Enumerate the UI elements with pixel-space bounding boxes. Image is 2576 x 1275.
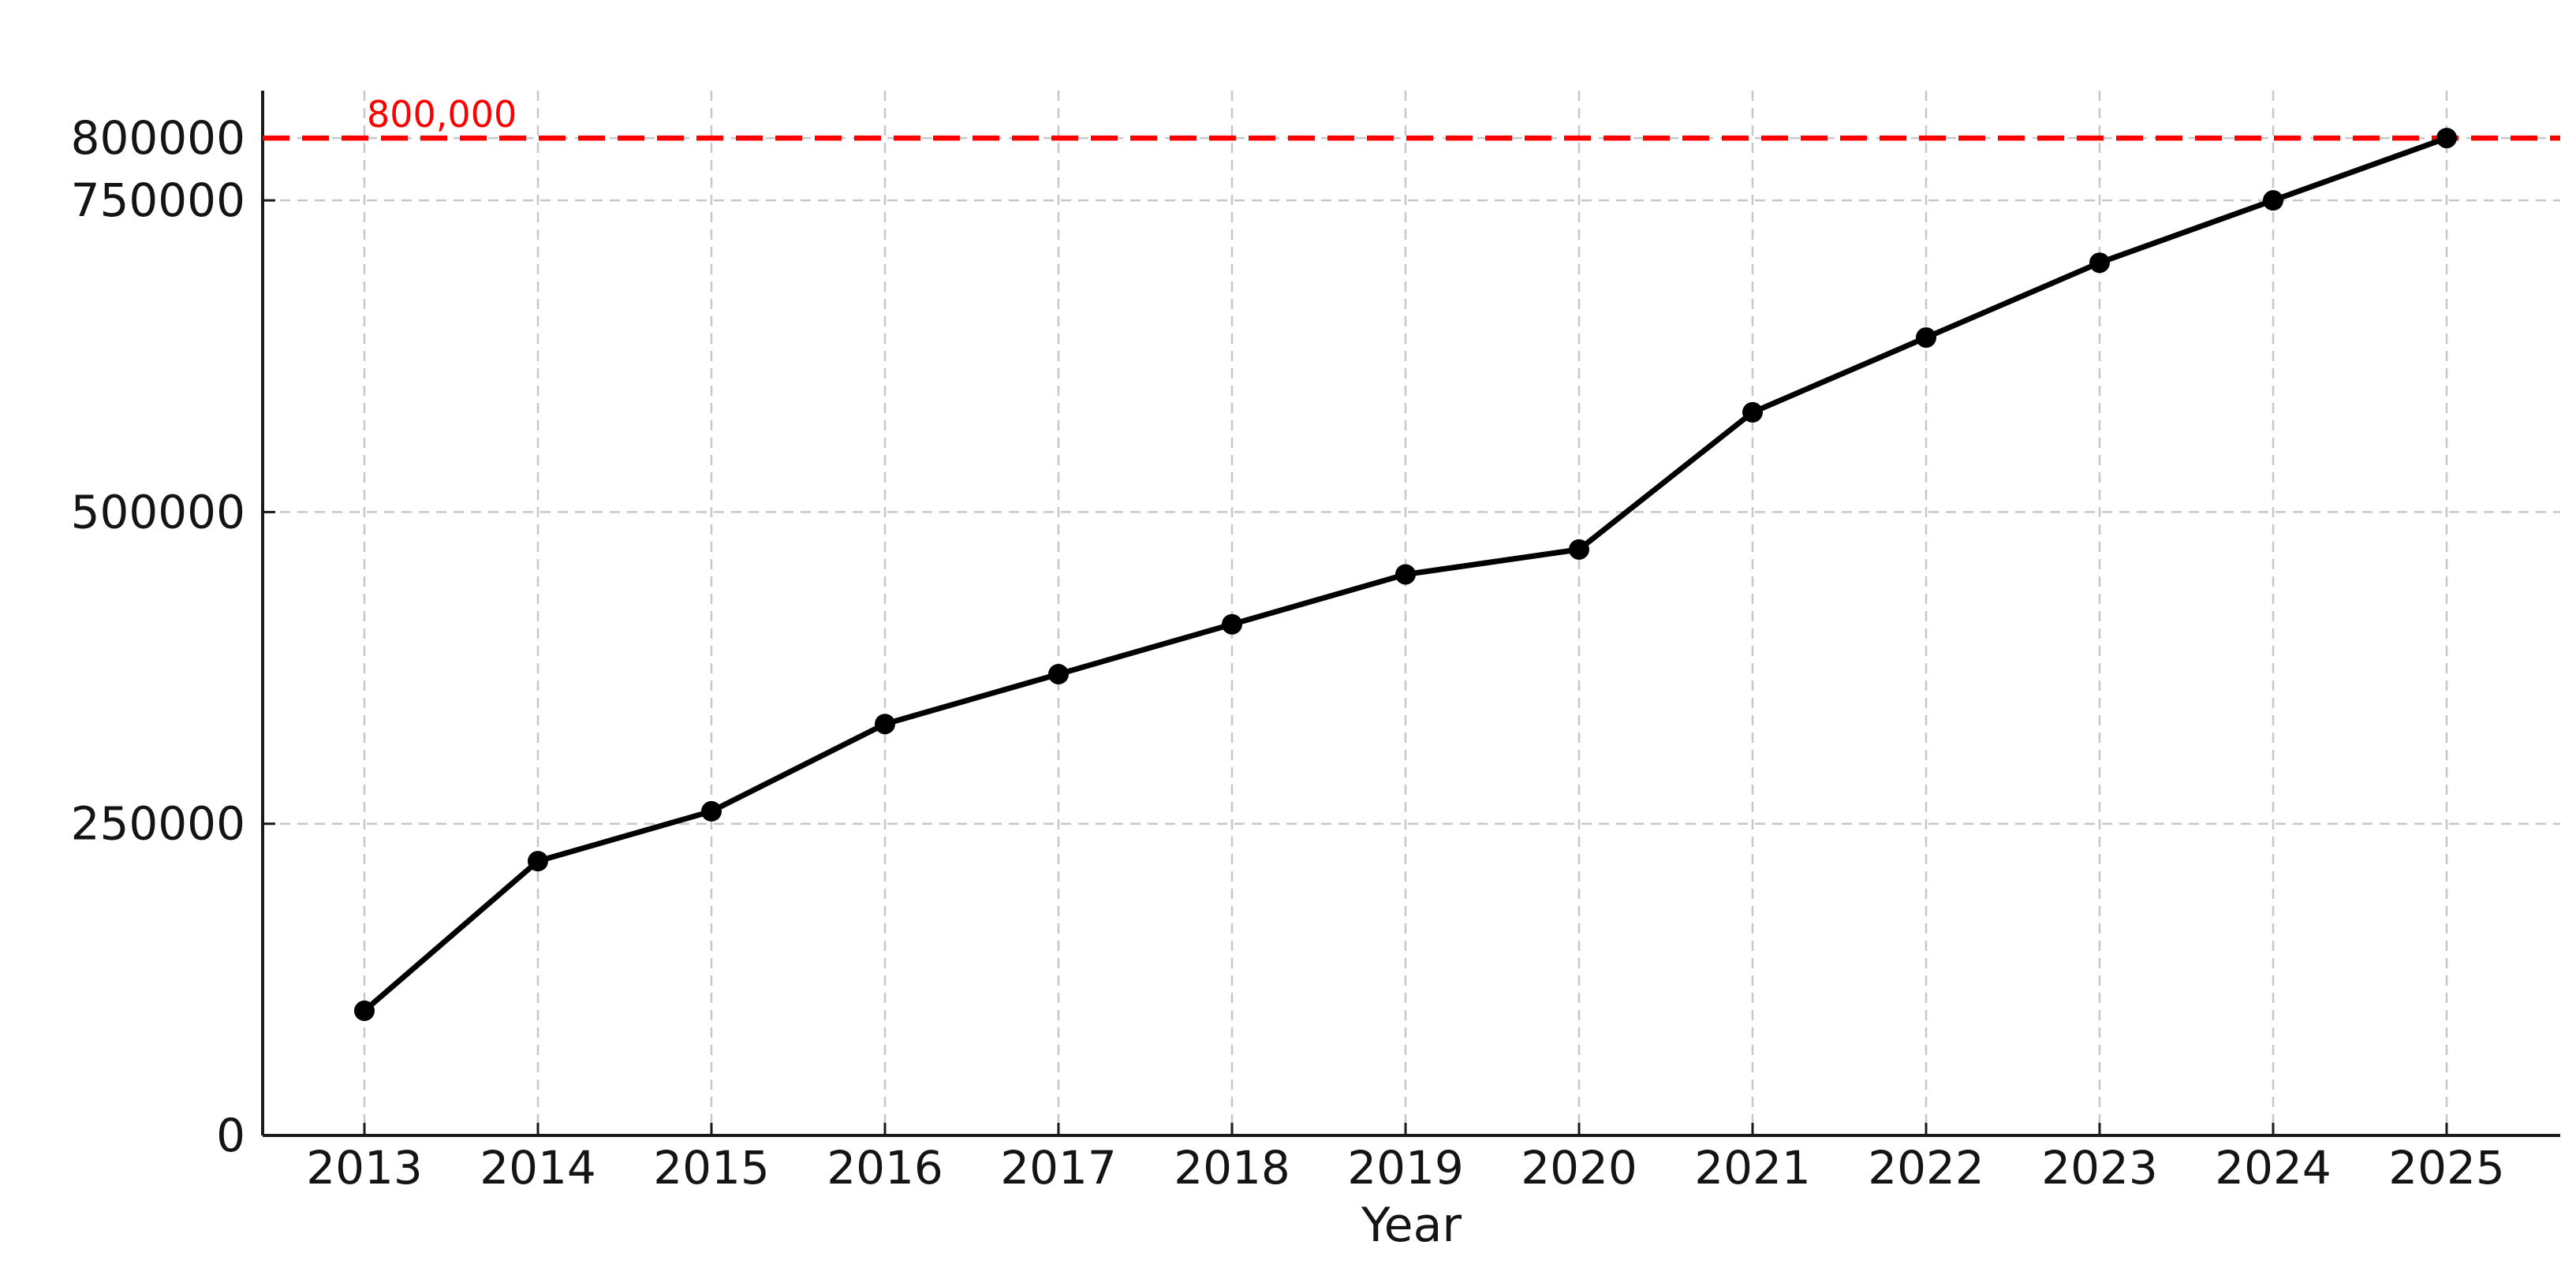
x-tick-label-2014: 2014 — [480, 1141, 596, 1195]
data-point-2021 — [1742, 401, 1763, 423]
y-tick-label-0: 0 — [216, 1109, 245, 1162]
x-tick-label-2018: 2018 — [1174, 1141, 1290, 1195]
x-tick-label-2019: 2019 — [1347, 1141, 1464, 1195]
data-point-2024 — [2263, 190, 2283, 211]
x-tick-label-2023: 2023 — [2041, 1141, 2158, 1195]
x-tick-label-2017: 2017 — [1000, 1141, 1117, 1195]
data-point-2020 — [1569, 539, 1589, 560]
x-tick-label-2013: 2013 — [306, 1141, 423, 1195]
x-axis-label: Year — [1361, 1198, 1462, 1253]
data-point-2025 — [2436, 128, 2457, 149]
data-point-2016 — [875, 714, 895, 735]
data-point-2015 — [701, 800, 722, 822]
data-point-2023 — [2089, 252, 2110, 274]
data-point-2019 — [1395, 564, 1416, 585]
x-tick-label-2015: 2015 — [653, 1141, 770, 1195]
y-tick-label-750000: 750000 — [71, 173, 245, 227]
y-tick-label-500000: 500000 — [71, 485, 245, 539]
x-tick-label-2021: 2021 — [1694, 1141, 1811, 1195]
data-point-2022 — [1916, 327, 1936, 349]
x-tick-label-2024: 2024 — [2215, 1141, 2331, 1195]
data-point-2013 — [354, 1000, 375, 1021]
data-point-2018 — [1222, 613, 1242, 635]
y-tick-label-250000: 250000 — [71, 797, 245, 851]
data-point-2017 — [1048, 663, 1069, 684]
x-tick-label-2022: 2022 — [1868, 1141, 1984, 1195]
y-tick-label-800000: 800000 — [71, 111, 245, 165]
x-tick-label-2020: 2020 — [1521, 1141, 1637, 1195]
reference-line-label: 800,000 — [367, 93, 517, 136]
data-point-2014 — [528, 851, 548, 872]
x-tick-label-2025: 2025 — [2388, 1141, 2505, 1195]
x-tick-label-2016: 2016 — [827, 1141, 943, 1195]
